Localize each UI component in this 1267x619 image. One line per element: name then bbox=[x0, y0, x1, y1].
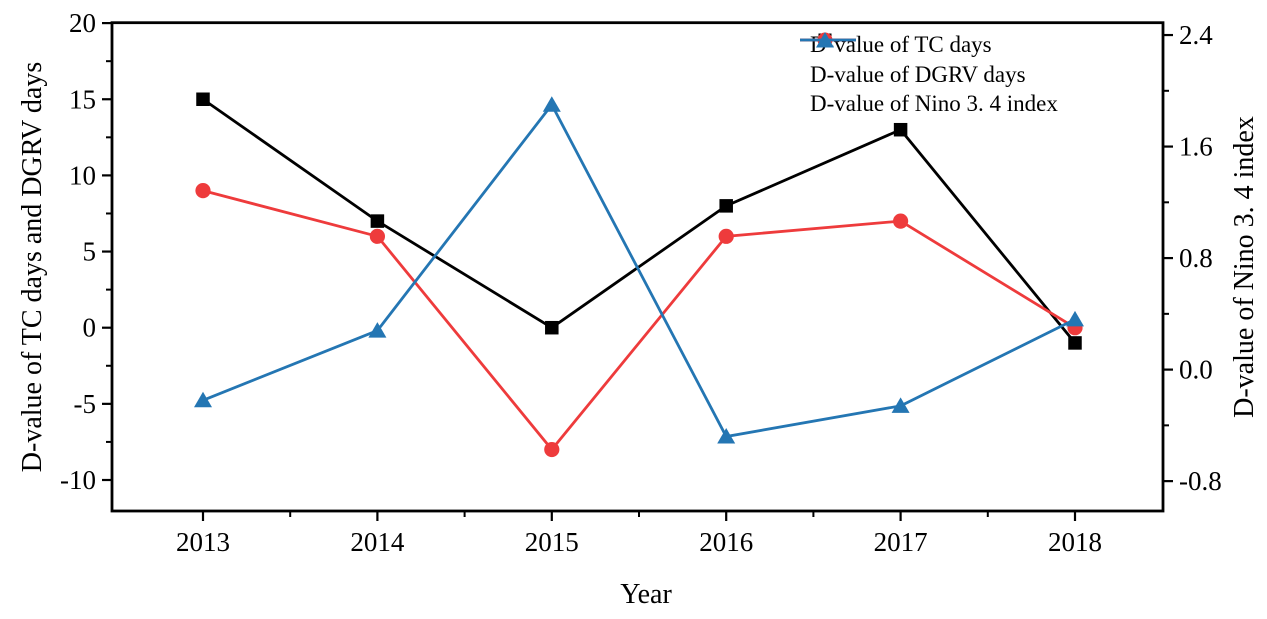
square-marker-icon bbox=[893, 122, 908, 137]
x-tick-label: 2017 bbox=[874, 527, 928, 557]
left-axis-title: D-value of TC days and DGRV days bbox=[17, 61, 48, 473]
triangle-marker-icon bbox=[368, 322, 387, 338]
series-line-0 bbox=[202, 98, 1077, 344]
circle-marker-icon bbox=[195, 183, 211, 199]
legend-label: D-value of Nino 3. 4 index bbox=[810, 91, 1058, 117]
triangle-marker-icon bbox=[891, 397, 910, 413]
square-marker-icon bbox=[1068, 336, 1082, 350]
left-tick-label: 10 bbox=[69, 160, 96, 190]
triangle-marker-icon bbox=[1066, 310, 1084, 327]
triangle-marker-icon bbox=[816, 32, 834, 48]
legend-item-nino-index: D-value of Nino 3. 4 index bbox=[800, 32, 1058, 119]
legend-label: D-value of DGRV days bbox=[810, 61, 1026, 87]
circle-marker-icon bbox=[718, 228, 734, 244]
square-marker-icon bbox=[545, 320, 559, 335]
legend-sample-line-triangle bbox=[800, 32, 856, 48]
legend-item-dgrv-days: D-value of DGRV days bbox=[800, 32, 1058, 90]
right-tick-label: 0.8 bbox=[1179, 243, 1213, 273]
x-tick-label: 2018 bbox=[1048, 527, 1102, 557]
series-line-2 bbox=[202, 102, 1076, 439]
legend: D-value of TC days D-value of DGRV days … bbox=[800, 30, 1058, 119]
right-tick-label: -0.8 bbox=[1179, 466, 1222, 496]
right-tick-label: 2.4 bbox=[1179, 20, 1213, 50]
x-tick-label: 2015 bbox=[525, 527, 579, 557]
plot-frame bbox=[110, 21, 1165, 513]
series-line-1 bbox=[202, 189, 1076, 452]
right-tick-label: 0.0 bbox=[1179, 355, 1213, 385]
left-tick-label: 5 bbox=[83, 237, 97, 267]
left-tick-label: -5 bbox=[74, 389, 97, 419]
left-tick-label: 15 bbox=[69, 84, 96, 114]
left-tick-label: 20 bbox=[69, 8, 96, 38]
left-tick-label: 0 bbox=[83, 313, 97, 343]
right-tick-label: 1.6 bbox=[1179, 132, 1213, 162]
square-marker-icon bbox=[196, 92, 210, 106]
x-tick-label: 2016 bbox=[699, 527, 753, 557]
x-axis-title: Year bbox=[620, 579, 672, 610]
x-tick-label: 2013 bbox=[176, 527, 230, 557]
circle-marker-icon bbox=[369, 228, 385, 244]
right-axis-title: D-value of Nino 3. 4 index bbox=[1229, 116, 1260, 418]
triangle-marker-icon bbox=[194, 391, 212, 408]
square-marker-icon bbox=[719, 199, 733, 213]
circle-marker-icon bbox=[893, 213, 909, 229]
circle-marker-icon bbox=[544, 441, 560, 458]
square-marker-icon bbox=[370, 214, 385, 228]
x-tick-label: 2014 bbox=[350, 527, 405, 557]
triangle-marker-icon bbox=[542, 96, 561, 112]
left-tick-label: -10 bbox=[60, 465, 96, 495]
triangle-marker-icon bbox=[717, 428, 736, 444]
